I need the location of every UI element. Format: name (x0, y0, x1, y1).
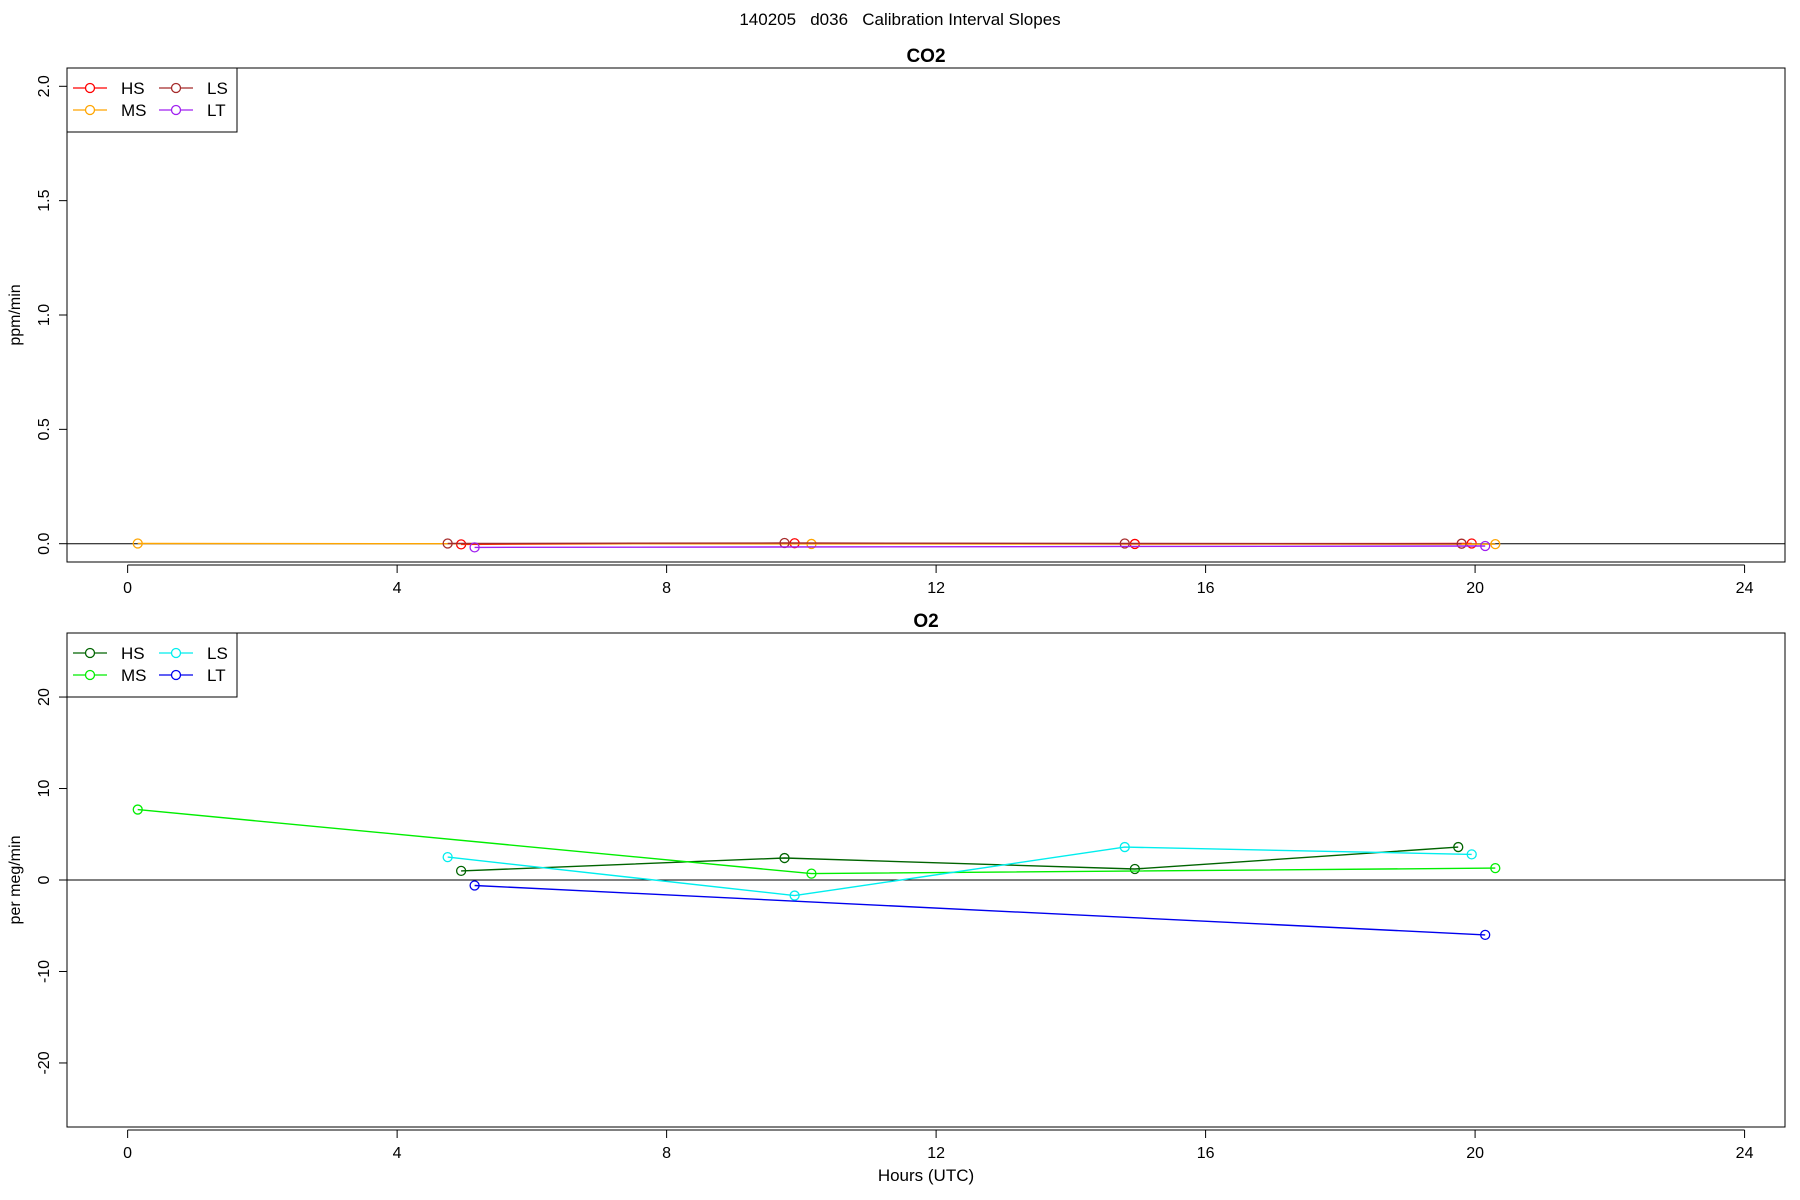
data-point-ms (132, 804, 143, 815)
data-point-ms (806, 538, 817, 550)
legend-marker (84, 669, 96, 681)
data-point-hs (1129, 863, 1141, 875)
data-point-ls (789, 890, 800, 901)
data-point-ls (1466, 849, 1477, 860)
legend-box (66, 632, 238, 698)
data-point-ms (1490, 862, 1501, 874)
legend-label: MS (121, 666, 147, 685)
data-point-ls (442, 851, 453, 863)
y-tick-label: 0 (36, 875, 53, 884)
legend-label: LT (207, 666, 226, 685)
chart-title: CO2 (906, 46, 945, 67)
data-point-hs (455, 865, 467, 877)
legend-marker (170, 82, 182, 94)
series-line-lt (474, 884, 1486, 936)
data-point-hs (779, 852, 790, 864)
legend-marker (84, 647, 96, 659)
legend-marker (170, 104, 182, 116)
y-tick-label: 0.0 (36, 532, 53, 554)
data-point-hs (1466, 538, 1477, 549)
y-tick-label: 1.0 (36, 304, 53, 326)
legend: HS MS LS LT (66, 67, 238, 133)
data-point-ms (132, 538, 143, 549)
legend-label: MS (121, 101, 147, 120)
series-line-ls (447, 846, 1472, 897)
series-ls (442, 537, 1467, 549)
series-ms (132, 804, 1501, 879)
plot-frame (66, 67, 1786, 563)
chart-panel-co2: CO2 0 4 8 12 16 20 24 0.0 0.5 1.0 1.5 2.0 ppm/min HS MS… (7, 46, 1786, 597)
x-tick-label: 12 (927, 580, 945, 597)
data-point-ms (806, 868, 817, 879)
data-point-ls (1119, 841, 1130, 853)
series-line-ls (447, 542, 1462, 545)
y-axis-label: per meg/min (7, 836, 24, 925)
legend-marker (84, 104, 96, 116)
data-point-ls (1119, 538, 1130, 549)
x-tick-label: 4 (393, 580, 402, 597)
legend-label: LT (207, 101, 226, 120)
x-tick-label: 8 (662, 580, 671, 597)
series-line-ms (137, 808, 1496, 875)
x-tick-label: 12 (927, 1145, 945, 1162)
x-tick-label: 20 (1466, 580, 1484, 597)
y-tick-label: 1.5 (36, 189, 53, 211)
legend-marker (170, 647, 182, 659)
data-point-ms (1490, 539, 1501, 550)
y-tick-label: 0.5 (36, 418, 53, 440)
y-tick-label: -10 (36, 960, 53, 983)
data-point-lt (1480, 540, 1491, 552)
x-tick-label: 4 (393, 1145, 402, 1162)
legend: HS MS LS LT (66, 632, 238, 698)
legend-label: LS (207, 644, 228, 663)
x-axis-label: Hours (UTC) (878, 1166, 974, 1185)
series-line-hs (461, 846, 1459, 872)
y-axis-label: ppm/min (7, 284, 24, 345)
series-ls (442, 841, 1477, 901)
figure-title: 140205 d036 Calibration Interval Slopes (739, 10, 1061, 29)
x-tick-label: 24 (1736, 1145, 1754, 1162)
series-line-lt (474, 545, 1486, 549)
chart-title: O2 (913, 611, 938, 632)
chart-panel-o2: O2 0 4 8 12 16 20 24 -20 -10 0 10 20 per meg/min Hours… (7, 611, 1786, 1185)
legend-marker (170, 669, 182, 681)
y-tick-label: 10 (36, 780, 53, 798)
x-tick-label: 20 (1466, 1145, 1484, 1162)
y-tick-label: -20 (36, 1051, 53, 1074)
data-point-lt (469, 542, 480, 553)
y-tick-label: 2.0 (36, 75, 53, 97)
series-hs (455, 841, 1464, 877)
legend-marker (84, 82, 96, 94)
data-point-lt (469, 880, 480, 891)
legend-label: HS (121, 79, 145, 98)
y-tick-label: 20 (36, 688, 53, 706)
x-tick-label: 16 (1197, 1145, 1215, 1162)
legend-label: LS (207, 79, 228, 98)
x-tick-label: 24 (1736, 580, 1754, 597)
data-point-lt (1480, 929, 1491, 941)
x-tick-label: 0 (123, 1145, 132, 1162)
data-point-hs (1453, 841, 1464, 853)
legend-box (66, 67, 238, 133)
x-tick-label: 0 (123, 580, 132, 597)
series-lt (469, 880, 1491, 941)
series-lt (469, 540, 1491, 553)
data-point-ls (1456, 538, 1467, 549)
data-point-ls (442, 538, 453, 549)
legend-label: HS (121, 644, 145, 663)
x-tick-label: 16 (1197, 580, 1215, 597)
x-tick-label: 8 (662, 1145, 671, 1162)
